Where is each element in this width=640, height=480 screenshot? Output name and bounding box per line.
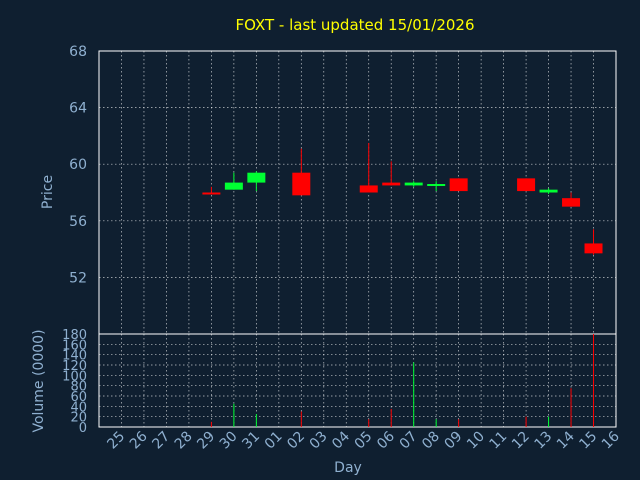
candle-body <box>404 182 423 186</box>
candle-body <box>562 198 581 207</box>
x-tick-label: 16 <box>599 428 623 452</box>
price-tick-label: 60 <box>69 157 87 173</box>
x-tick-label: 01 <box>262 429 286 453</box>
x-tick-label: 05 <box>352 429 376 453</box>
x-tick-label: 02 <box>284 429 308 453</box>
candle-body <box>359 185 378 193</box>
x-axis-label: Day <box>334 460 362 476</box>
x-tick-label: 11 <box>487 429 511 453</box>
volume-tick-label: 40 <box>70 400 87 415</box>
price-panel-frame <box>98 50 617 335</box>
price-axis-label: Price <box>40 175 56 209</box>
candle-body <box>224 182 243 190</box>
price-tick-label: 56 <box>69 214 87 230</box>
x-tick-label: 26 <box>127 428 151 452</box>
x-tick-label: 06 <box>374 428 398 452</box>
candle-body <box>247 172 266 183</box>
candle-body <box>292 172 311 196</box>
chart-title: FOXT - last updated 15/01/2026 <box>235 16 474 34</box>
x-tick-label: 31 <box>239 429 263 453</box>
candle-body <box>427 184 446 187</box>
volume-tick-label: 80 <box>70 380 87 395</box>
volume-tick-label: 100 <box>62 369 87 384</box>
candle-body <box>584 243 603 254</box>
candle-body <box>382 182 401 186</box>
candle-body <box>539 189 558 193</box>
x-tick-label: 29 <box>194 429 218 453</box>
price-tick-label: 64 <box>69 101 87 117</box>
volume-tick-label: 0 <box>79 421 87 436</box>
x-tick-label: 15 <box>576 429 600 453</box>
x-tick-label: 28 <box>172 429 196 453</box>
price-panel: 52 56 60 64 68 <box>69 44 617 335</box>
x-axis: 2526272829303101020304050607080910111213… <box>104 428 622 452</box>
volume-tick-label: 160 <box>62 338 87 353</box>
x-tick-label: 07 <box>397 429 421 453</box>
candle-body <box>202 192 221 195</box>
x-tick-label: 14 <box>554 428 578 452</box>
x-tick-label: 03 <box>307 429 331 453</box>
x-tick-label: 10 <box>464 429 488 453</box>
candle-body <box>449 178 468 192</box>
x-tick-label: 13 <box>531 429 555 453</box>
x-tick-label: 30 <box>217 429 241 453</box>
volume-axis-label: Volume (0000) <box>31 329 47 432</box>
volume-tick-label: 20 <box>70 411 87 426</box>
x-tick-label: 09 <box>442 429 466 453</box>
volume-tick-label: 180 <box>62 328 87 343</box>
price-tick-label: 52 <box>69 270 87 286</box>
candle-body <box>517 178 536 192</box>
price-tick-label: 68 <box>69 44 87 60</box>
x-tick-label: 12 <box>509 429 533 453</box>
x-tick-label: 25 <box>104 429 128 453</box>
volume-tick-label: 60 <box>70 390 87 405</box>
volume-panel-frame <box>98 333 617 428</box>
x-tick-label: 04 <box>329 428 353 452</box>
volume-tick-label: 140 <box>62 349 87 364</box>
volume-tick-label: 120 <box>62 359 87 374</box>
x-tick-label: 27 <box>149 429 173 453</box>
x-tick-label: 08 <box>419 429 443 453</box>
